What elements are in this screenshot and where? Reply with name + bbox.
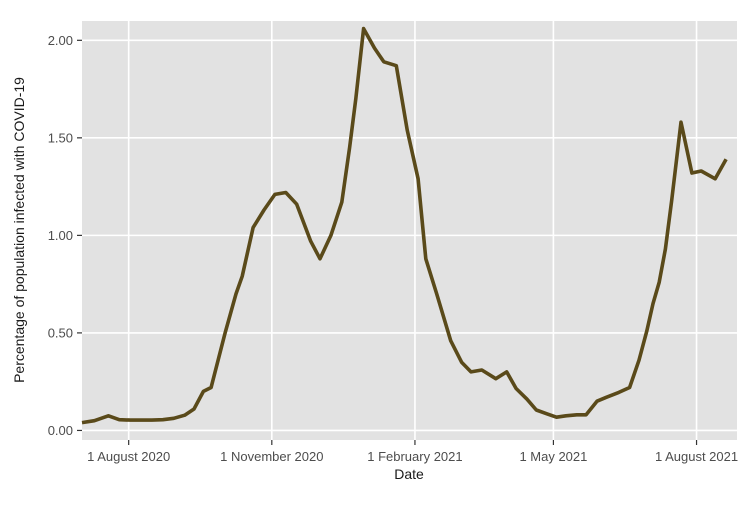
gridlines <box>82 21 737 440</box>
y-tick-label: 1.00 <box>48 228 73 243</box>
y-axis-title: Percentage of population infected with C… <box>11 77 27 383</box>
y-tick-label: 0.50 <box>48 325 73 340</box>
x-axis-title: Date <box>394 466 424 482</box>
x-tick-label: 1 February 2021 <box>367 449 462 464</box>
infection-rate-line <box>81 26 728 425</box>
plot-panel <box>82 21 737 440</box>
y-tick-label: 2.00 <box>48 33 73 48</box>
axis-tick-labels: 0.00 0.50 1.00 1.50 2.00 1 August 2020 1 Novem… <box>48 33 738 464</box>
y-tick-label: 0.00 <box>48 423 73 438</box>
x-tick-label: 1 August 2020 <box>87 449 170 464</box>
x-tick-label: 1 November 2020 <box>220 449 323 464</box>
y-tick-label: 1.50 <box>48 130 73 145</box>
x-tick-label: 1 May 2021 <box>519 449 587 464</box>
axis-tick-marks <box>77 39 698 445</box>
x-tick-label: 1 August 2021 <box>655 449 738 464</box>
